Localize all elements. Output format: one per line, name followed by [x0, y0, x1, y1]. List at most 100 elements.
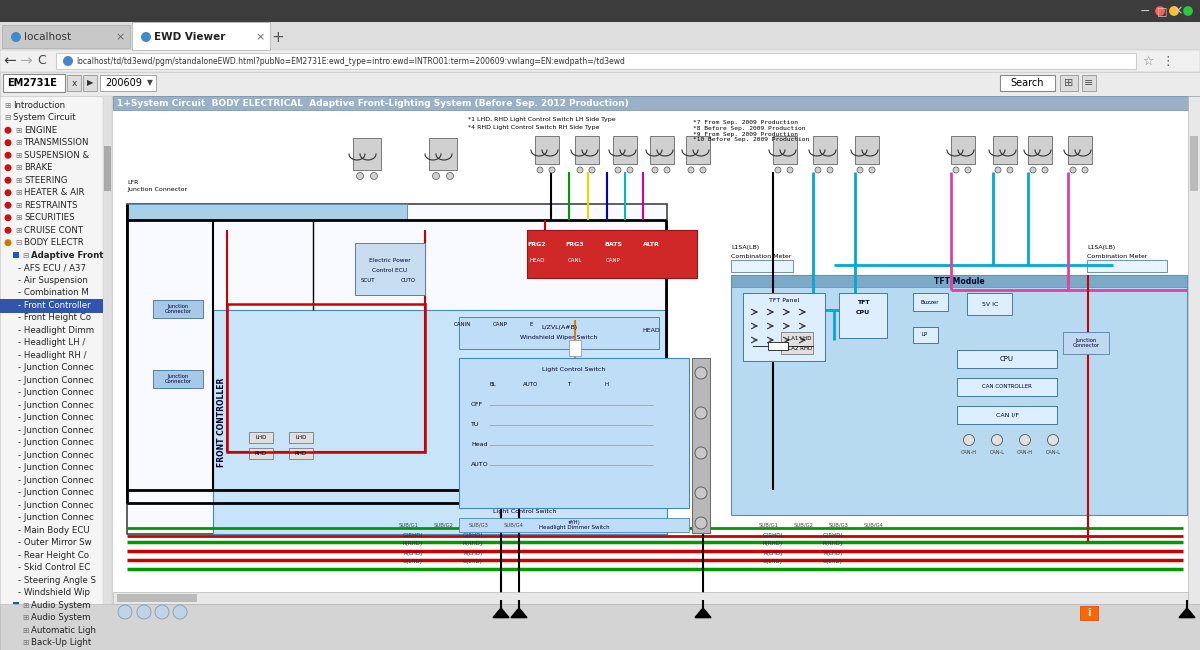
FancyBboxPatch shape: [731, 275, 1187, 287]
FancyBboxPatch shape: [913, 327, 938, 343]
FancyBboxPatch shape: [1080, 606, 1098, 620]
FancyBboxPatch shape: [994, 136, 1018, 164]
Circle shape: [356, 172, 364, 179]
Text: *1 LHD, RHD Light Control Switch LH Side Type: *1 LHD, RHD Light Control Switch LH Side…: [468, 118, 616, 122]
FancyBboxPatch shape: [773, 136, 797, 164]
Text: 200609: 200609: [106, 78, 142, 88]
Circle shape: [827, 167, 833, 173]
Text: CAN CONTROLLER: CAN CONTROLLER: [982, 385, 1032, 389]
Text: ⊞: ⊞: [14, 151, 22, 160]
Text: Buzzer: Buzzer: [920, 300, 940, 304]
FancyBboxPatch shape: [127, 204, 407, 220]
FancyBboxPatch shape: [958, 378, 1057, 396]
Text: ▼: ▼: [148, 79, 152, 88]
Text: - Air Suspension: - Air Suspension: [18, 276, 88, 285]
FancyBboxPatch shape: [1087, 260, 1166, 272]
FancyBboxPatch shape: [104, 146, 112, 191]
Text: L1SA(LB): L1SA(LB): [1087, 246, 1115, 250]
Circle shape: [869, 167, 875, 173]
Text: ☆: ☆: [1142, 55, 1153, 68]
Text: - AFS ECU / A37: - AFS ECU / A37: [18, 263, 86, 272]
Text: G(RHD): G(RHD): [763, 532, 784, 538]
Text: G(LHD): G(LHD): [463, 560, 482, 564]
Text: ⊞: ⊞: [4, 101, 11, 110]
FancyBboxPatch shape: [13, 627, 19, 632]
Text: CPU: CPU: [856, 309, 870, 315]
Text: TFT: TFT: [857, 300, 869, 306]
Circle shape: [118, 605, 132, 619]
Text: ⊞: ⊞: [14, 138, 22, 148]
Text: SUB/G2: SUB/G2: [794, 523, 814, 528]
Text: ⊟: ⊟: [22, 251, 29, 260]
Circle shape: [5, 189, 12, 196]
Circle shape: [5, 239, 12, 246]
Text: Audio System: Audio System: [31, 613, 90, 622]
Text: - Main Body ECU: - Main Body ECU: [18, 526, 90, 535]
FancyBboxPatch shape: [430, 138, 457, 170]
Text: Junction
Connector: Junction Connector: [164, 304, 192, 315]
Text: ⊞: ⊞: [22, 601, 29, 610]
Circle shape: [688, 167, 694, 173]
Text: ⊟: ⊟: [14, 239, 22, 247]
FancyBboxPatch shape: [743, 293, 826, 361]
Text: - Junction Connec: - Junction Connec: [18, 401, 94, 410]
Text: Junction Connector: Junction Connector: [127, 187, 187, 192]
Text: - Junction Connec: - Junction Connec: [18, 488, 94, 497]
Circle shape: [964, 434, 974, 445]
Text: Combination Meter: Combination Meter: [1087, 255, 1147, 259]
Circle shape: [953, 167, 959, 173]
Text: BL: BL: [490, 382, 497, 387]
Circle shape: [965, 167, 971, 173]
Text: BRAKE: BRAKE: [24, 163, 53, 172]
Circle shape: [857, 167, 863, 173]
Text: RESTRAINTS: RESTRAINTS: [24, 201, 78, 210]
Text: TRANSMISSION: TRANSMISSION: [24, 138, 90, 148]
Polygon shape: [695, 608, 710, 617]
Text: ENGINE: ENGINE: [24, 125, 58, 135]
Text: ×: ×: [115, 32, 125, 42]
FancyBboxPatch shape: [13, 252, 19, 258]
Text: ⊟: ⊟: [4, 113, 11, 122]
Text: G(RHD): G(RHD): [463, 532, 484, 538]
Text: AUTO: AUTO: [470, 463, 488, 467]
Text: - Junction Connec: - Junction Connec: [18, 476, 94, 485]
Text: - Junction Connec: - Junction Connec: [18, 413, 94, 423]
FancyBboxPatch shape: [575, 136, 599, 164]
Circle shape: [700, 167, 706, 173]
Circle shape: [550, 167, 554, 173]
FancyBboxPatch shape: [0, 50, 1200, 72]
Circle shape: [1030, 167, 1036, 173]
Text: R(RHD): R(RHD): [403, 541, 424, 547]
Circle shape: [652, 167, 658, 173]
Text: - Front Controller: - Front Controller: [18, 301, 91, 310]
FancyBboxPatch shape: [1190, 390, 1200, 510]
Text: localhost: localhost: [24, 32, 71, 42]
Circle shape: [628, 167, 634, 173]
Text: Search: Search: [1010, 78, 1044, 88]
Circle shape: [664, 167, 670, 173]
FancyBboxPatch shape: [355, 243, 425, 295]
FancyBboxPatch shape: [1028, 136, 1052, 164]
FancyBboxPatch shape: [113, 96, 1200, 110]
FancyBboxPatch shape: [458, 518, 689, 532]
FancyBboxPatch shape: [692, 358, 710, 533]
Circle shape: [695, 367, 707, 379]
Polygon shape: [1178, 608, 1195, 617]
Text: LA1 LHD: LA1 LHD: [788, 337, 811, 341]
FancyBboxPatch shape: [1068, 136, 1092, 164]
Polygon shape: [511, 608, 527, 617]
Text: - Headlight RH /: - Headlight RH /: [18, 351, 86, 359]
FancyBboxPatch shape: [13, 639, 19, 645]
Text: localhost/td/td3ewd/pgm/standaloneEWD.html?pubNo=EM2731E:ewd_type=intro:ewd=INTR: localhost/td/td3ewd/pgm/standaloneEWD.ht…: [76, 57, 625, 66]
Text: *4 RHD Light Control Switch RH Side Type: *4 RHD Light Control Switch RH Side Type: [468, 125, 599, 131]
FancyBboxPatch shape: [0, 299, 103, 313]
Text: R(LHD): R(LHD): [403, 551, 422, 556]
Text: BODY ELECTR: BODY ELECTR: [24, 239, 84, 247]
Circle shape: [432, 172, 439, 179]
Text: R(LHD): R(LHD): [463, 551, 482, 556]
Text: R(LHD): R(LHD): [823, 551, 842, 556]
Text: #/H)
Headlight Dimmer Switch: #/H) Headlight Dimmer Switch: [539, 519, 610, 530]
Text: - Junction Connec: - Junction Connec: [18, 500, 94, 510]
Text: LFR: LFR: [127, 179, 138, 185]
Circle shape: [371, 172, 378, 179]
